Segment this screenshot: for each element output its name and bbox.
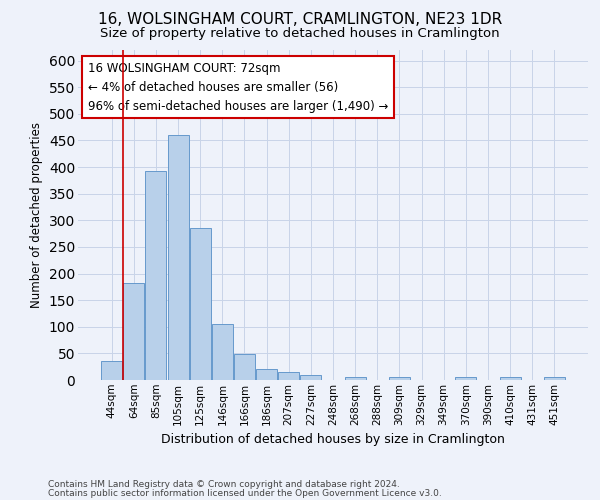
Bar [500,378,521,380]
Bar [101,362,122,380]
Bar [124,282,145,380]
Bar [455,378,476,380]
Bar [190,228,211,380]
Text: Contains public sector information licensed under the Open Government Licence v3: Contains public sector information licen… [48,488,442,498]
Bar [256,369,277,380]
Bar [301,374,322,380]
Text: 16, WOLSINGHAM COURT, CRAMLINGTON, NE23 1DR: 16, WOLSINGHAM COURT, CRAMLINGTON, NE23 … [98,12,502,28]
Bar [234,354,255,380]
Text: Size of property relative to detached houses in Cramlington: Size of property relative to detached ho… [100,28,500,40]
Bar [212,324,233,380]
Bar [145,171,166,380]
Bar [167,135,188,380]
Bar [544,378,565,380]
Bar [389,378,410,380]
Text: Contains HM Land Registry data © Crown copyright and database right 2024.: Contains HM Land Registry data © Crown c… [48,480,400,489]
Y-axis label: Number of detached properties: Number of detached properties [30,122,43,308]
Text: 16 WOLSINGHAM COURT: 72sqm
← 4% of detached houses are smaller (56)
96% of semi-: 16 WOLSINGHAM COURT: 72sqm ← 4% of detac… [88,62,389,112]
X-axis label: Distribution of detached houses by size in Cramlington: Distribution of detached houses by size … [161,433,505,446]
Bar [278,372,299,380]
Bar [344,378,365,380]
